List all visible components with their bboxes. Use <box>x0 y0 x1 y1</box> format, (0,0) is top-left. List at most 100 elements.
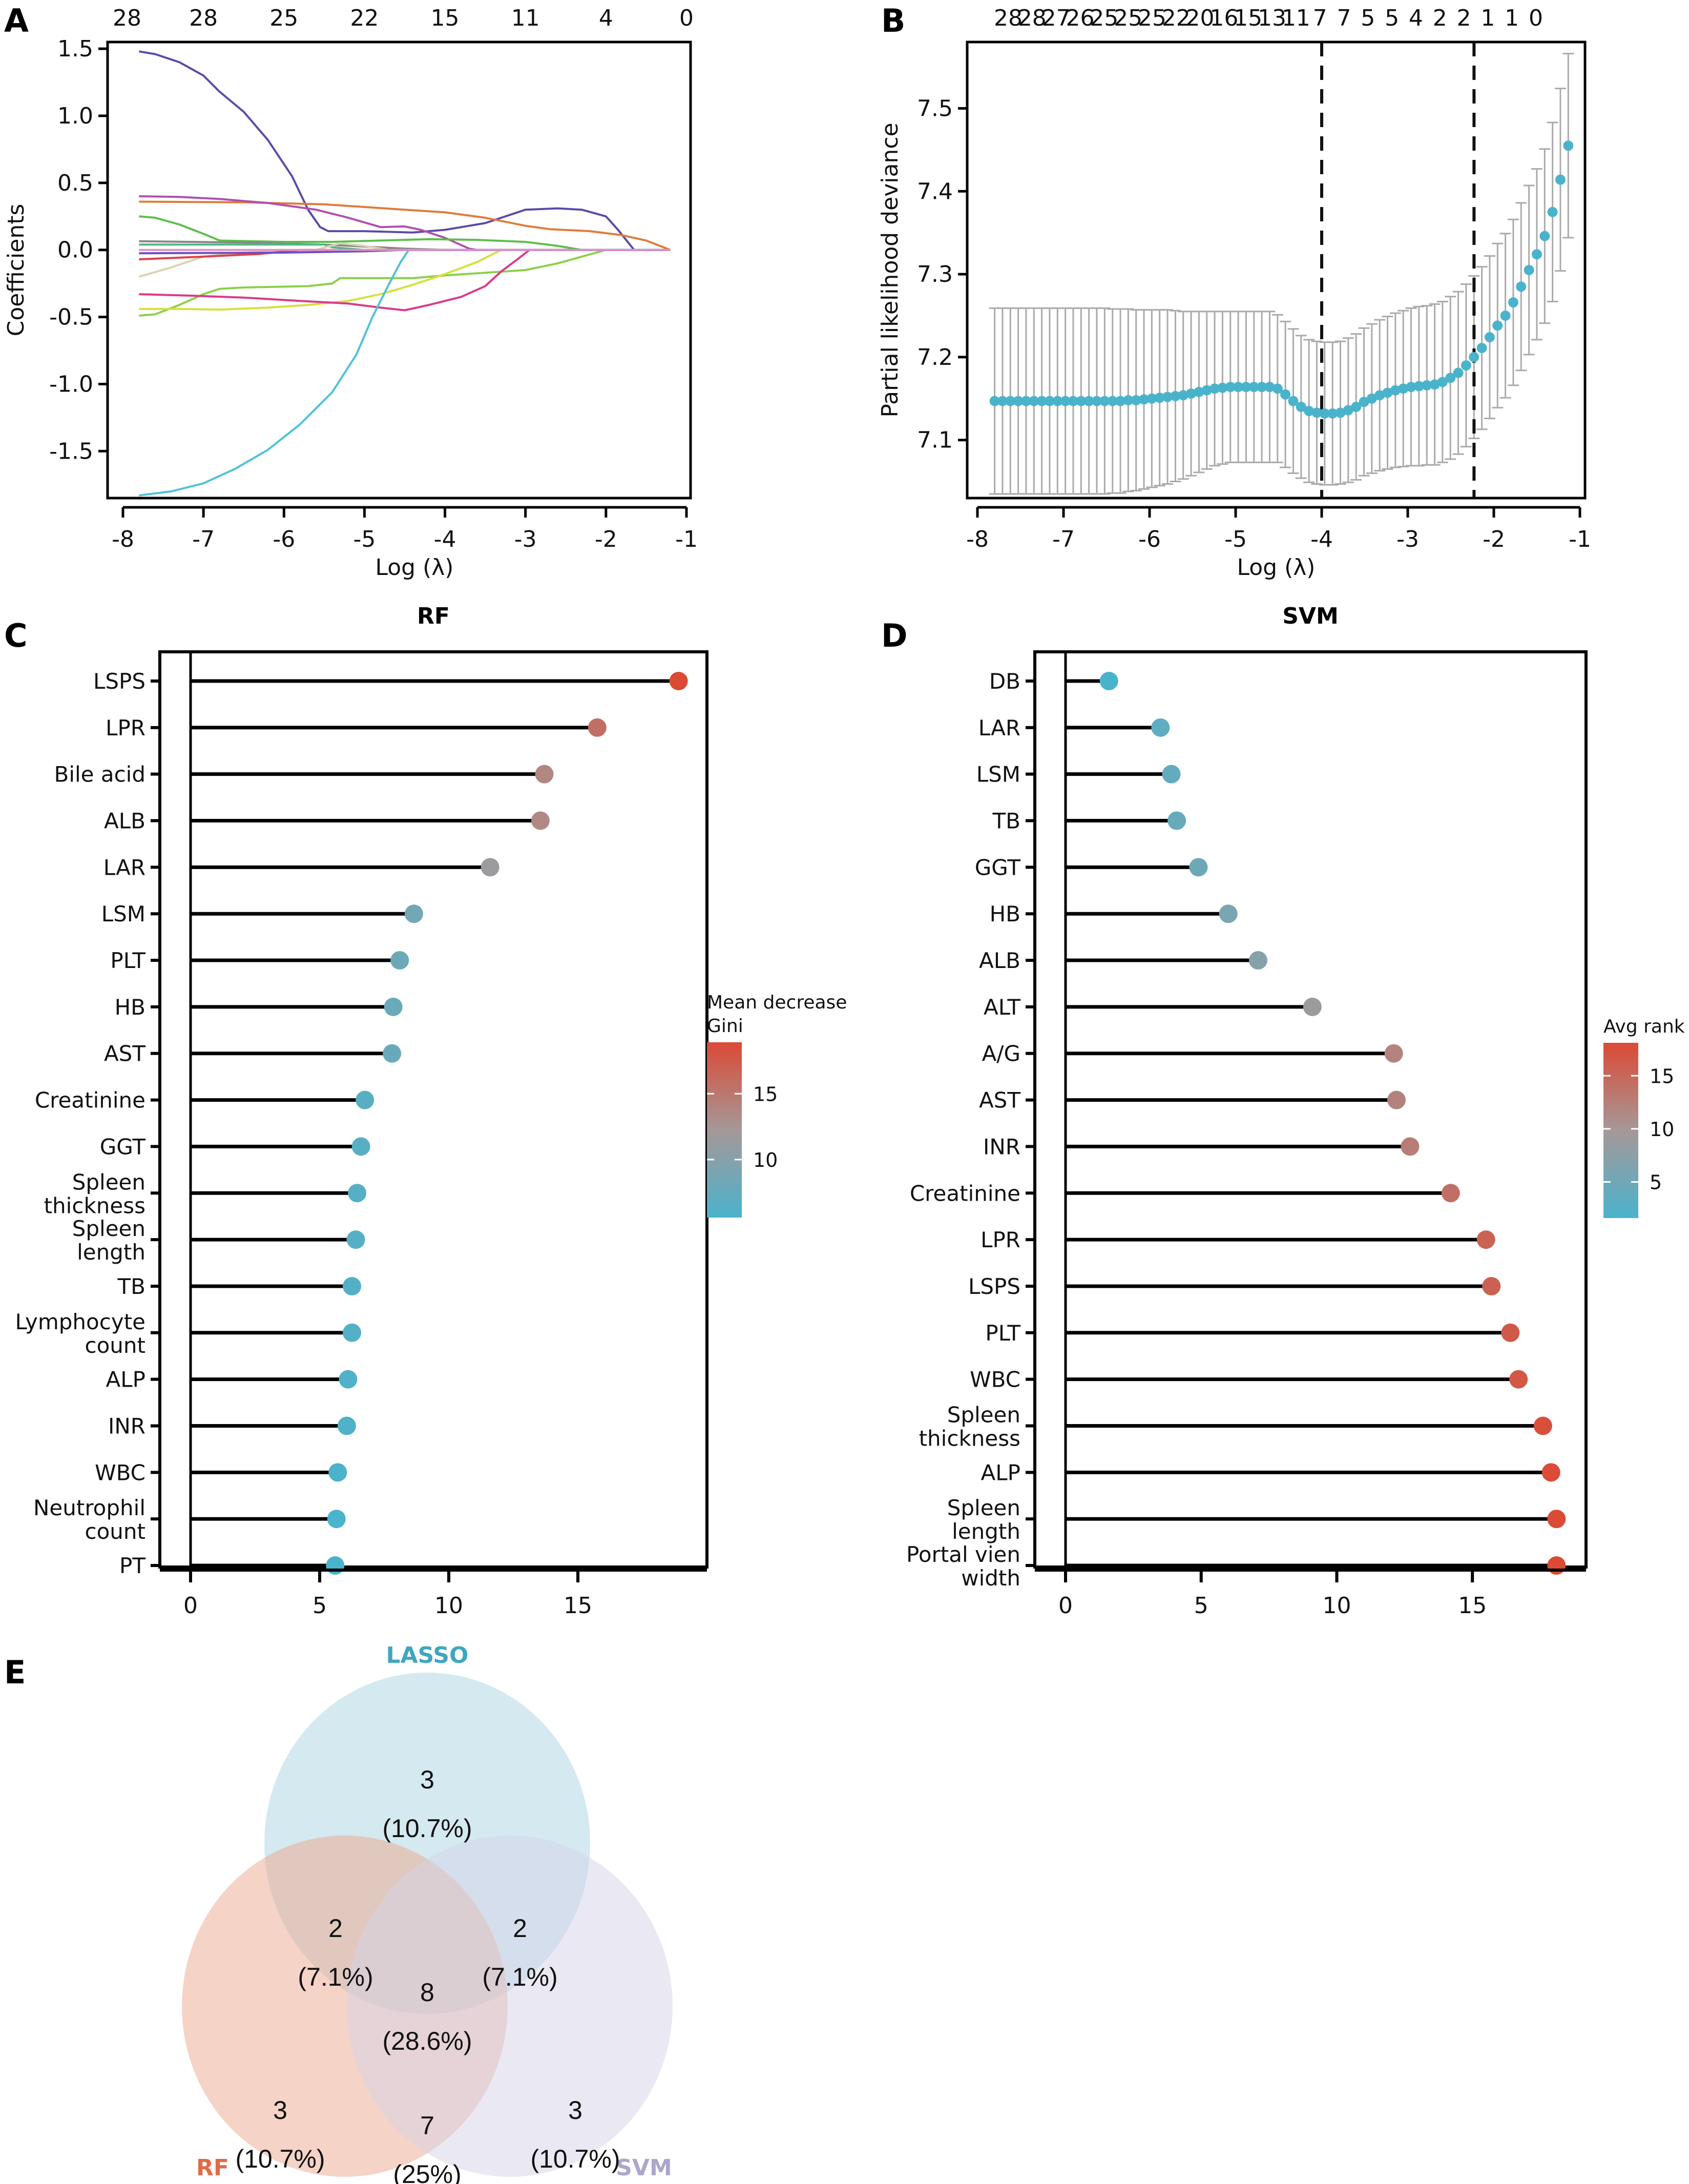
venn-region-percent: (10.7%) <box>382 1814 472 1843</box>
category-label: GGT <box>100 1134 146 1159</box>
category-label: Portal vien width <box>906 1542 1020 1591</box>
lollipop-dot <box>1547 1556 1566 1575</box>
lollipop-dot <box>1509 1370 1528 1389</box>
category-label: ALP <box>106 1367 145 1392</box>
x-tick-label: -3 <box>1396 526 1419 552</box>
deviance-point <box>1343 405 1353 416</box>
lollipop-dot <box>1533 1416 1552 1435</box>
deviance-point <box>1060 396 1071 406</box>
lollipop-dot <box>1441 1184 1460 1203</box>
lollipop-dot <box>351 1137 370 1156</box>
category-label-line: LPR <box>106 715 145 740</box>
category-label-line: ALB <box>979 948 1020 973</box>
deviance-point <box>1044 396 1055 406</box>
deviance-point <box>1406 382 1416 393</box>
category-label: Spleen length <box>947 1495 1020 1544</box>
deviance-point <box>1115 396 1126 406</box>
plot-frame <box>106 40 692 500</box>
deviance-point <box>1359 397 1369 407</box>
lollipop-dot <box>531 811 550 830</box>
deviance-point <box>1390 385 1401 396</box>
deviance-point <box>1170 390 1181 401</box>
lollipop-dot <box>1384 1044 1403 1063</box>
category-label: LAR <box>103 855 145 880</box>
y-tick-label: -1.0 <box>49 372 93 398</box>
category-label: A/G <box>982 1041 1020 1066</box>
top-axis-label: 25 <box>1114 5 1142 31</box>
category-label-line: WBC <box>970 1367 1020 1392</box>
category-label-line: PLT <box>110 948 145 973</box>
top-axis-label: 28 <box>189 5 218 31</box>
deviance-point <box>1036 396 1047 406</box>
venn-region-count: 7 <box>420 2111 434 2140</box>
coefficient-path-path-magenta-purple <box>139 195 671 251</box>
deviance-point <box>1366 393 1377 404</box>
deviance-point <box>1186 388 1197 399</box>
panel-c-rf-importance: RF LSPS LPR Bile acid ALB LAR LSM PLT HB AST Creat… <box>15 603 847 1619</box>
x-tick-label: -2 <box>1483 526 1505 552</box>
x-tick-label: -7 <box>192 526 215 552</box>
deviance-point <box>1469 352 1479 362</box>
category-label: LPR <box>981 1227 1020 1252</box>
category-label-line: LSM <box>976 762 1020 787</box>
lollipop-dot <box>328 1463 347 1482</box>
coefficient-path-path-lime-green <box>139 249 671 317</box>
legend-title-line: Avg rank <box>1603 1016 1685 1037</box>
venn-label-svm: SVM <box>616 2155 672 2181</box>
category-label-line: Bile acid <box>54 762 146 787</box>
legend-tick-label: 10 <box>1650 1118 1674 1141</box>
category-label: INR <box>108 1413 145 1438</box>
top-axis-label: 26 <box>1066 5 1094 31</box>
category-label: LAR <box>978 715 1020 740</box>
coefficient-path-path-yellow <box>139 249 671 311</box>
lollipop-dot <box>343 1323 362 1342</box>
plot-frame <box>966 40 1587 500</box>
lollipop-dot <box>327 1510 346 1529</box>
deviance-point <box>1068 396 1078 406</box>
deviance-point <box>1492 320 1503 331</box>
x-tick-label: 10 <box>434 1593 463 1619</box>
venn-region-percent: (7.1%) <box>482 1963 557 1991</box>
deviance-point <box>1453 367 1464 378</box>
category-label-line: count <box>85 1333 146 1358</box>
legend-tick-label: 15 <box>753 1083 778 1105</box>
category-label: ALB <box>104 809 145 834</box>
x-tick-label: -5 <box>353 526 376 552</box>
y-tick-label: 7.3 <box>917 261 953 287</box>
category-label: HB <box>115 995 145 1020</box>
legend-title-line: Mean decrease <box>707 992 847 1013</box>
category-label-line: GGT <box>975 855 1021 880</box>
lollipop-dot <box>588 718 607 737</box>
deviance-point <box>1201 385 1212 396</box>
x-tick-label: 0 <box>183 1593 198 1619</box>
y-tick-label: 0.5 <box>57 170 93 196</box>
venn-region-count: 3 <box>568 2096 582 2125</box>
deviance-point <box>1233 382 1244 393</box>
x-tick-label: -6 <box>1138 526 1161 552</box>
panel-b-cv-deviance: -8 -7 -6 -5 -4 -3 -2 -17.17.27.37.47.5282827262… <box>877 5 1591 581</box>
top-axis-label: 7 <box>1337 5 1351 31</box>
x-tick-label: 5 <box>1194 1593 1208 1619</box>
top-axis-label: 11 <box>511 5 540 31</box>
y-tick-label: -0.5 <box>49 304 93 331</box>
category-label: Bile acid <box>54 762 146 787</box>
venn-region-percent: (25%) <box>393 2160 461 2184</box>
top-axis-label: 15 <box>1234 5 1262 31</box>
lollipop-dot <box>356 1090 374 1109</box>
category-label-line: AST <box>979 1088 1020 1113</box>
category-label-line: Portal vien <box>906 1542 1020 1567</box>
y-tick-label: 0.0 <box>57 237 93 263</box>
top-axis-label: 25 <box>269 5 298 31</box>
lollipop-dot <box>1219 904 1238 923</box>
deviance-point <box>1146 393 1157 404</box>
lollipop-dot <box>326 1556 345 1575</box>
legend-colorbar <box>707 1042 742 1218</box>
deviance-point <box>1013 396 1024 406</box>
venn-region-count: 2 <box>513 1914 527 1943</box>
category-label-line: Spleen <box>947 1495 1020 1520</box>
chart-title: SVM <box>1282 603 1339 629</box>
lollipop-dot <box>1547 1510 1566 1529</box>
category-label-line: DB <box>989 669 1020 694</box>
top-axis-label: 25 <box>1138 5 1166 31</box>
